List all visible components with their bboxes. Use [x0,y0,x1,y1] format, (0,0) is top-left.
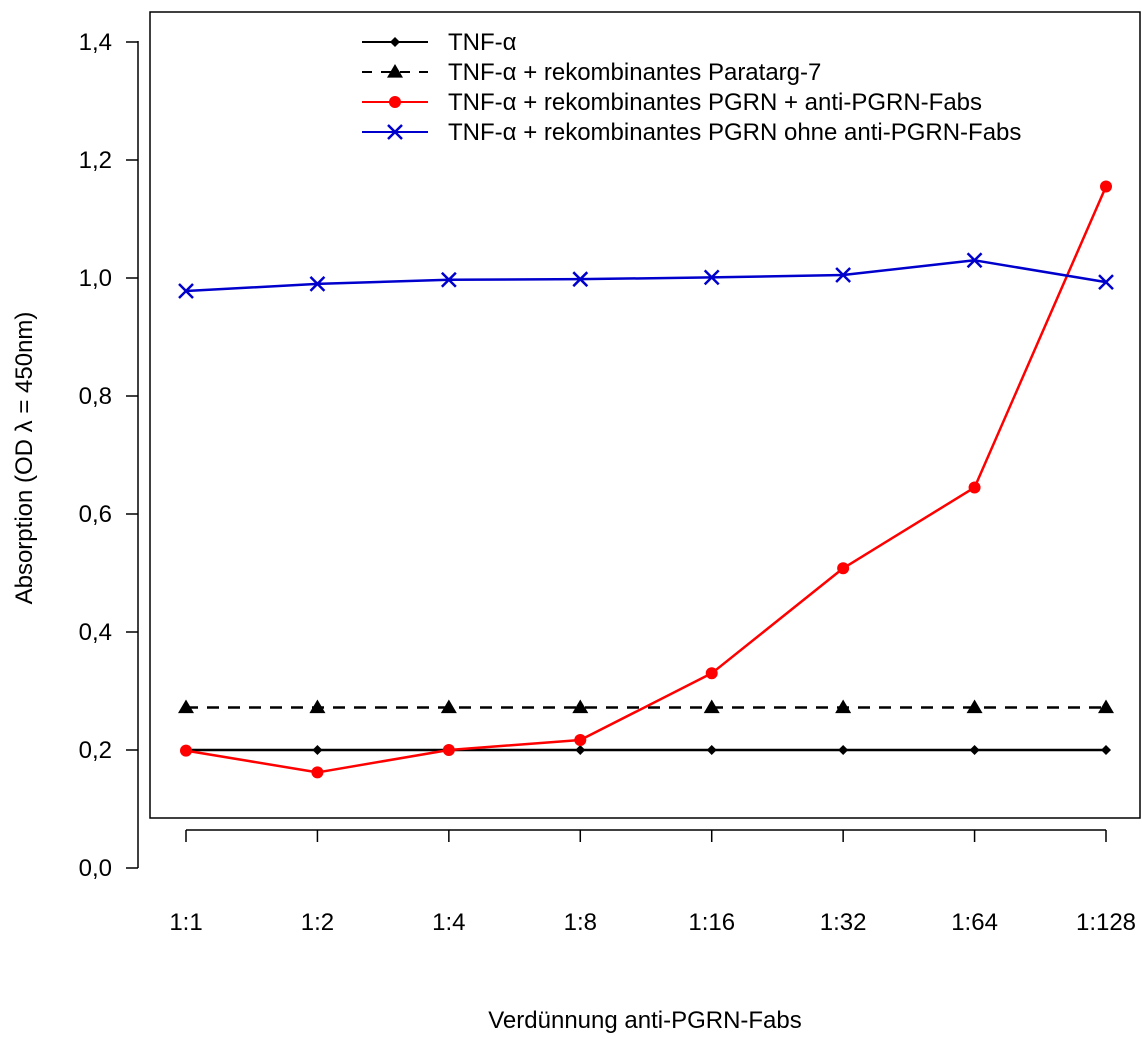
data-point [572,699,589,714]
data-point [442,744,455,756]
data-point [311,766,324,779]
x-tick-label: 1:16 [688,909,735,936]
data-point [1098,274,1114,291]
data-point [309,699,326,714]
data-point-stroke-b [572,271,589,288]
data-point [572,271,589,288]
y-tick-label: 0,0 [79,855,112,882]
y-tick-label: 1,2 [79,147,112,174]
data-point [1100,180,1112,193]
data-point [440,271,457,288]
legend-label: TNF-α + rekombinantes PGRN + anti-PGRN-F… [448,89,982,116]
data-point [1098,699,1114,714]
data-point [966,252,983,269]
data-point [835,699,852,714]
legend-marker-stroke-b [387,124,403,140]
data-point-stroke-b [835,267,852,283]
y-tick-label: 1,4 [79,29,112,56]
data-point [440,699,457,714]
series-1 [181,745,1111,755]
x-tick-label: 1:2 [301,909,334,936]
series-layer [178,180,1114,779]
data-point [705,667,718,680]
x-tick-label: 1:32 [820,909,867,936]
legend-label: TNF-α + rekombinantes PGRN ohne anti-PGR… [448,119,1021,146]
legend-item-4: TNF-α + rekombinantes PGRN ohne anti-PGR… [362,119,1021,146]
data-point-stroke-b [1098,274,1114,291]
series-line [185,259,1107,293]
data-point [575,745,586,755]
x-tick-label: 1:4 [432,909,465,936]
data-point [703,699,720,714]
x-axis: 1:1 1:2 1:4 1:8 1:16 1:32 1:64 1:128 [169,829,1136,936]
legend: TNF-α TNF-α + rekombinantes Paratarg-7 TNF… [362,29,1021,146]
series-2 [178,699,1114,714]
x-tick-label: 1:128 [1076,909,1136,936]
series-4 [178,252,1114,299]
data-point [966,699,983,714]
data-point [838,745,849,755]
data-point-stroke-b [440,271,457,288]
data-point [312,745,323,755]
data-point [703,269,720,286]
data-point [178,699,194,714]
data-point [968,481,981,494]
legend-label: TNF-α + rekombinantes Paratarg-7 [448,59,821,86]
legend-marker [389,96,401,108]
legend-marker [387,64,403,78]
data-point [837,562,850,575]
data-point-stroke-b [703,269,720,286]
data-point-stroke-b [178,283,194,299]
series-line [185,186,1108,774]
y-axis-title: Absorption (OD λ = 450nm) [11,312,38,605]
y-tick-label: 0,4 [79,619,112,646]
legend-item-2: TNF-α + rekombinantes Paratarg-7 [362,59,821,86]
x-tick-label: 1:1 [169,909,202,936]
y-tick-label: 0,8 [79,383,112,410]
data-point [1101,745,1111,755]
legend-item-1: TNF-α [362,29,517,56]
data-point-stroke-b [309,276,326,292]
data-point [835,267,852,283]
legend-marker [387,124,403,140]
data-point [178,283,194,299]
data-point [180,744,192,757]
series-3 [180,180,1112,779]
x-axis-title: Verdünnung anti-PGRN-Fabs [488,1007,802,1034]
data-point [969,745,980,755]
y-tick-label: 0,2 [79,737,112,764]
legend-item-3: TNF-α + rekombinantes PGRN + anti-PGRN-F… [362,89,982,116]
y-tick-label: 0,6 [79,501,112,528]
legend-label: TNF-α [448,29,517,56]
plot-frame [149,11,1141,819]
y-tick-label: 1,0 [79,265,112,292]
data-point [309,276,326,292]
data-point [706,745,717,755]
y-axis: 0,0 0,2 0,4 0,6 0,8 1,0 1,2 1,4 [79,29,139,882]
x-tick-label: 1:8 [564,909,597,936]
data-point-stroke-b [966,252,983,269]
legend-marker [390,37,400,47]
x-tick-label: 1:64 [951,909,998,936]
data-point [574,733,587,746]
